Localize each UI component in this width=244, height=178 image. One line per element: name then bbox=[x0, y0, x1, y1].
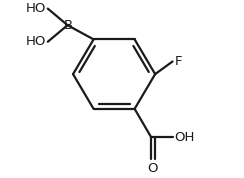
Text: O: O bbox=[148, 162, 158, 175]
Text: OH: OH bbox=[174, 131, 194, 144]
Text: HO: HO bbox=[26, 35, 47, 48]
Text: F: F bbox=[174, 55, 182, 68]
Text: B: B bbox=[64, 19, 73, 32]
Text: HO: HO bbox=[26, 2, 47, 15]
